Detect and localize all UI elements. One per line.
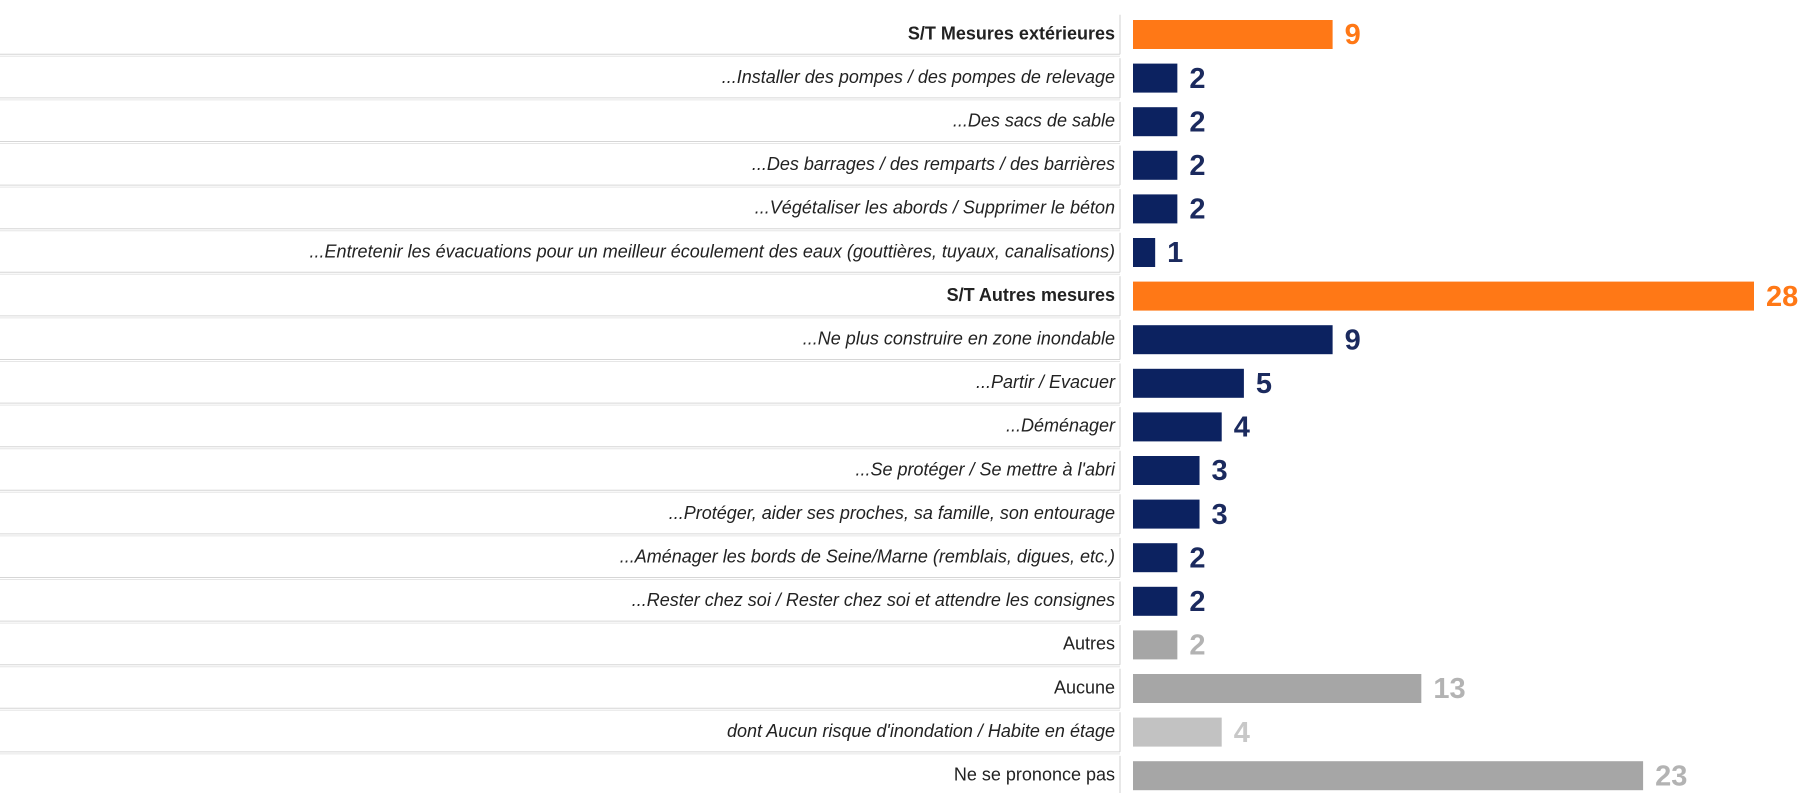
category-label: ...Protéger, aider ses proches, sa famil… bbox=[669, 503, 1115, 523]
value-label: 2 bbox=[1189, 150, 1205, 182]
category-label: S/T Autres mesures bbox=[947, 285, 1115, 305]
category-label: Autres bbox=[1063, 634, 1115, 654]
bar bbox=[1133, 150, 1178, 180]
category-label: ...Rester chez soi / Rester chez soi et … bbox=[632, 590, 1115, 610]
category-label: ...Des barrages / des remparts / des bar… bbox=[752, 154, 1115, 174]
value-label: 5 bbox=[1256, 368, 1272, 400]
bar bbox=[1133, 674, 1422, 703]
value-label: 2 bbox=[1189, 106, 1205, 138]
value-label: 9 bbox=[1345, 19, 1361, 51]
category-label: Ne se prononce pas bbox=[954, 764, 1115, 784]
category-label: ...Végétaliser les abords / Supprimer le… bbox=[755, 198, 1115, 218]
category-label: ...Déménager bbox=[1006, 416, 1116, 436]
category-label: ...Se protéger / Se mettre à l'abri bbox=[855, 459, 1116, 479]
category-label: ...Aménager les bords de Seine/Marne (re… bbox=[620, 546, 1115, 566]
value-label: 4 bbox=[1234, 717, 1250, 749]
value-label: 4 bbox=[1234, 412, 1250, 444]
value-label: 9 bbox=[1345, 324, 1361, 356]
value-label: 2 bbox=[1189, 542, 1205, 574]
value-label: 3 bbox=[1212, 499, 1228, 531]
bar bbox=[1133, 238, 1156, 267]
bar bbox=[1133, 107, 1178, 137]
category-label: ...Entretenir les évacuations pour un me… bbox=[310, 241, 1115, 261]
value-label: 23 bbox=[1655, 760, 1687, 792]
bar bbox=[1133, 456, 1200, 485]
bar bbox=[1133, 281, 1754, 311]
bar bbox=[1133, 761, 1644, 791]
bar bbox=[1133, 412, 1222, 442]
value-label: 13 bbox=[1433, 673, 1465, 705]
category-label: Aucune bbox=[1054, 677, 1115, 697]
value-label: 2 bbox=[1189, 194, 1205, 226]
bar bbox=[1133, 63, 1178, 93]
bar bbox=[1133, 325, 1333, 355]
bar bbox=[1133, 368, 1244, 398]
category-label: S/T Mesures extérieures bbox=[908, 23, 1115, 43]
category-label: ...Ne plus construire en zone inondable bbox=[803, 328, 1115, 348]
value-label: 3 bbox=[1212, 455, 1228, 487]
value-label: 1 bbox=[1167, 237, 1183, 269]
category-label: ...Installer des pompes / des pompes de … bbox=[722, 67, 1115, 87]
bar bbox=[1133, 20, 1333, 49]
value-label: 2 bbox=[1189, 630, 1205, 662]
bar bbox=[1133, 194, 1178, 224]
category-label: ...Partir / Evacuer bbox=[976, 372, 1116, 392]
bar bbox=[1133, 586, 1178, 616]
bar bbox=[1133, 717, 1222, 747]
value-label: 28 bbox=[1766, 281, 1798, 313]
value-label: 2 bbox=[1189, 63, 1205, 95]
category-label: ...Des sacs de sable bbox=[953, 110, 1115, 130]
value-label: 2 bbox=[1189, 586, 1205, 618]
bar bbox=[1133, 543, 1178, 573]
bar bbox=[1133, 499, 1200, 529]
bar bbox=[1133, 630, 1178, 660]
category-label: dont Aucun risque d'inondation / Habite … bbox=[727, 721, 1115, 741]
